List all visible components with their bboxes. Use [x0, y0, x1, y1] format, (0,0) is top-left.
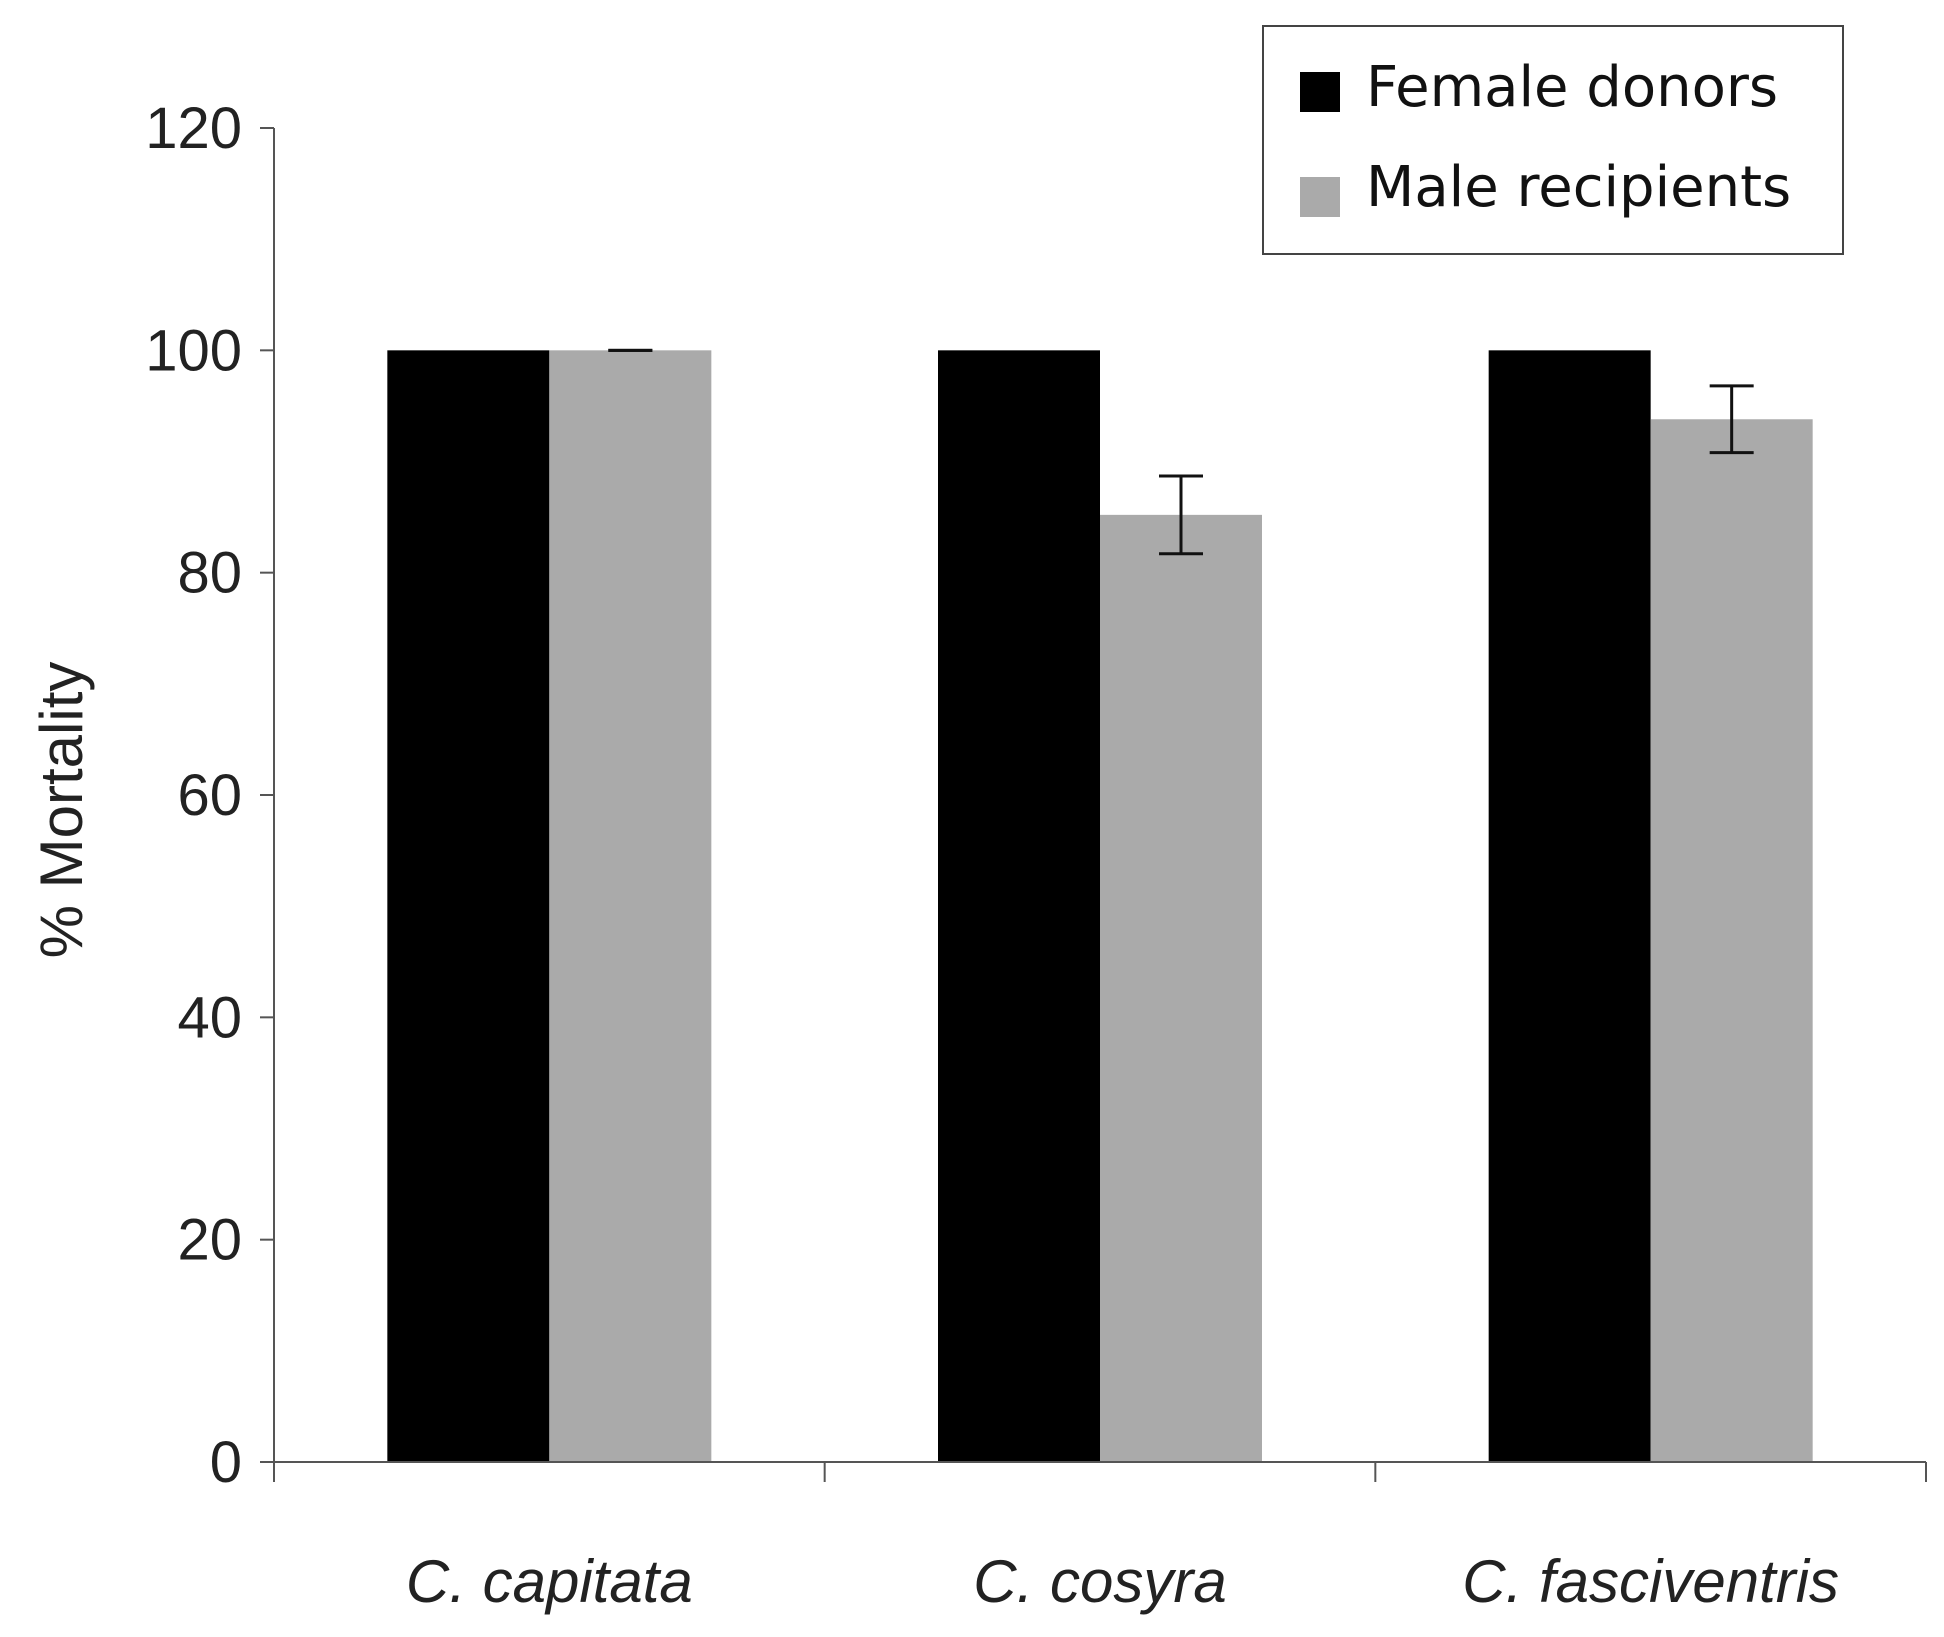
y-tick-label: 0	[210, 1430, 242, 1495]
legend-swatch-male-recipients	[1300, 177, 1340, 217]
legend-label-male-recipients: Male recipients	[1366, 155, 1791, 220]
bar-male-recipients	[549, 350, 712, 1462]
y-ticks-group: 0 20 40 60 80 100 120	[145, 96, 274, 1495]
bar-female-donors	[1488, 350, 1651, 1462]
x-category-label: C. cosyra	[973, 1548, 1226, 1615]
bar-female-donors	[938, 350, 1100, 1462]
error-bars-group	[608, 348, 1754, 556]
y-tick-label: 20	[177, 1208, 242, 1273]
error-bar	[1159, 474, 1203, 556]
y-tick-label: 120	[145, 96, 242, 161]
bar-female-donors	[387, 350, 550, 1462]
bars-group	[387, 350, 1813, 1463]
legend: Female donors Male recipients	[1262, 25, 1844, 255]
y-tick-label: 80	[177, 541, 242, 606]
bar-male-recipients	[1100, 514, 1262, 1462]
x-category-label: C. fasciventris	[1462, 1548, 1839, 1615]
legend-label-female-donors: Female donors	[1366, 55, 1778, 120]
y-tick-label: 100	[145, 318, 242, 383]
y-axis-title: % Mortality	[28, 662, 95, 959]
y-tick-label: 60	[177, 763, 242, 828]
y-tick-label: 40	[177, 985, 242, 1050]
error-bar	[1709, 384, 1754, 455]
x-category-label: C. capitata	[406, 1548, 693, 1615]
legend-box	[1262, 25, 1844, 255]
x-ticks-group: C. capitata C. cosyra C. fasciventris	[273, 1462, 1927, 1615]
bar-male-recipients	[1650, 419, 1813, 1463]
legend-swatch-female-donors	[1300, 72, 1340, 112]
